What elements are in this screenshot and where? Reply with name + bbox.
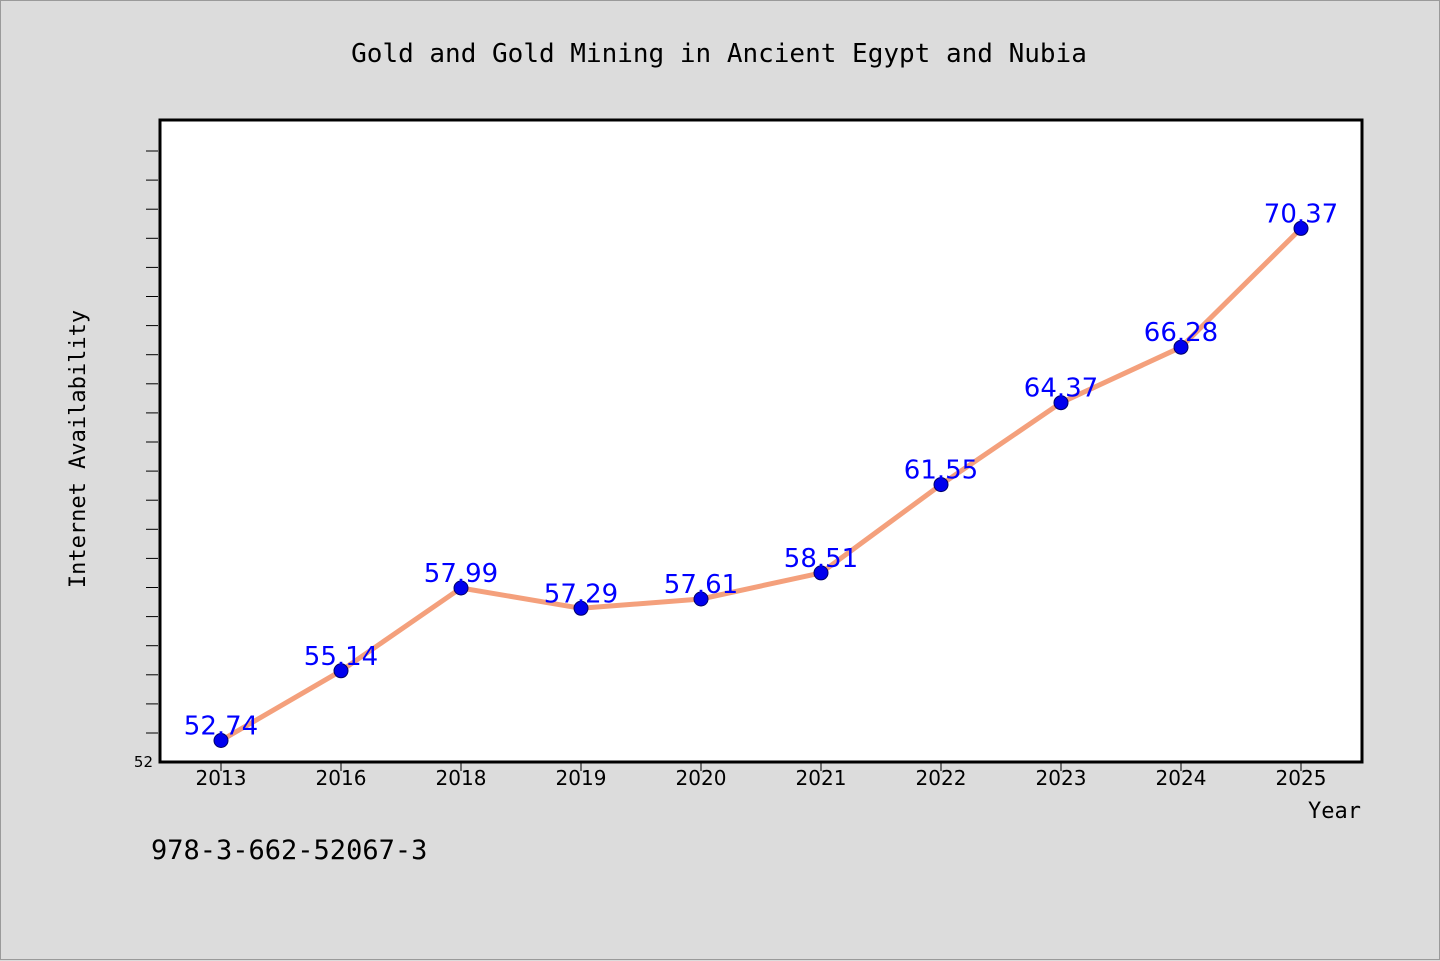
x-tick-label: 2016 [316, 766, 367, 790]
x-tick-label: 2025 [1276, 766, 1327, 790]
x-tick-labels: 2013 2016 2018 2019 2020 2021 2022 2023 2024 2025 [196, 766, 1327, 790]
x-axis-label: Year [1308, 799, 1361, 824]
data-label: 57.61 [664, 570, 738, 600]
data-label: 58.51 [784, 544, 858, 574]
data-point [813, 565, 829, 581]
data-label: 55.14 [304, 642, 378, 672]
x-tick-label: 2018 [436, 766, 487, 790]
data-label: 57.99 [424, 559, 498, 589]
data-point [333, 663, 349, 679]
x-tick-label: 2019 [556, 766, 607, 790]
x-tick-label: 2024 [1156, 766, 1207, 790]
data-point [693, 591, 709, 607]
series-line [218, 225, 1304, 743]
data-point [453, 580, 469, 596]
data-label: 66.28 [1144, 318, 1218, 348]
data-point [1173, 339, 1189, 355]
data-point [1293, 220, 1309, 236]
y-axis-label: Internet Availability [66, 310, 91, 588]
x-tick-label: 2023 [1036, 766, 1087, 790]
data-label: 61.55 [904, 456, 978, 486]
chart-title: Gold and Gold Mining in Ancient Egypt an… [351, 39, 1087, 69]
y-tick-label: 52 [134, 753, 153, 771]
data-labels: 52.74 55.14 57.99 57.29 57.61 58.51 61.55 64.37… [184, 199, 1338, 741]
x-axis-ticks [220, 763, 1302, 771]
data-point [933, 477, 949, 493]
data-label: 52.74 [184, 712, 258, 742]
x-tick-label: 2013 [196, 766, 247, 790]
data-label: 70.37 [1264, 199, 1338, 229]
data-label: 64.37 [1024, 374, 1098, 404]
y-axis-ticks [146, 150, 158, 734]
series-markers [213, 220, 1309, 748]
data-label: 57.29 [544, 579, 618, 609]
isbn-caption: 978-3-662-52067-3 [151, 835, 428, 866]
x-tick-label: 2021 [796, 766, 847, 790]
data-point [1053, 395, 1069, 411]
x-tick-label: 2022 [916, 766, 967, 790]
x-tick-label: 2020 [676, 766, 727, 790]
data-point [573, 600, 589, 616]
data-point [213, 733, 229, 748]
